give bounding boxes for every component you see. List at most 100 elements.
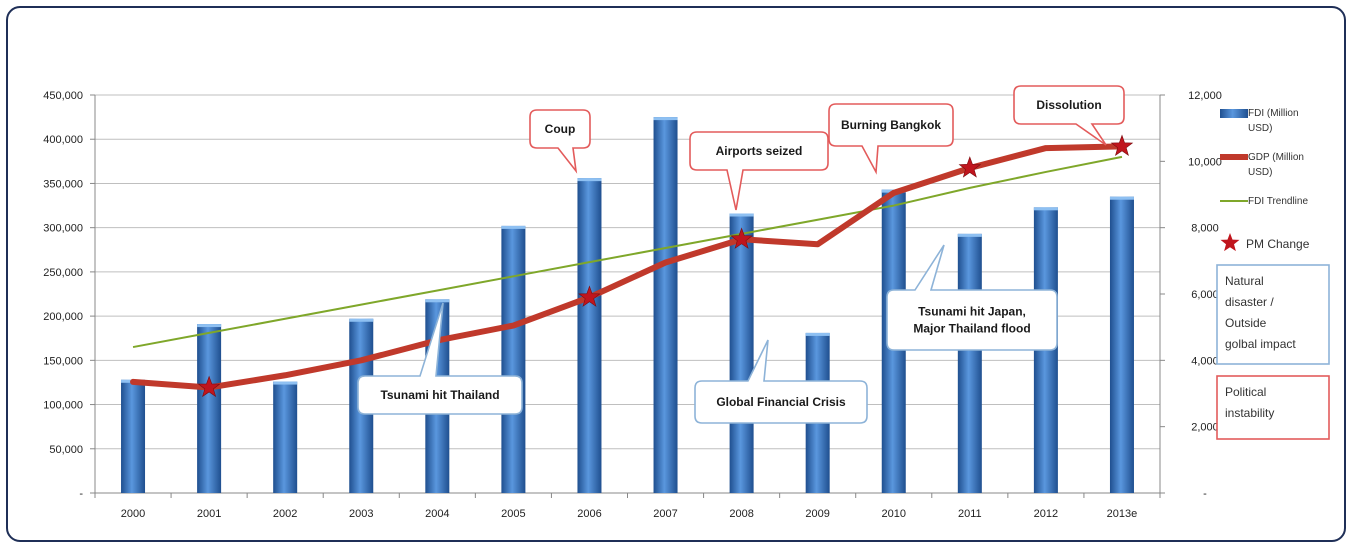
pm-change-stars bbox=[197, 134, 1134, 398]
callout-bubble bbox=[694, 339, 868, 424]
legend-swatch-bar bbox=[1220, 109, 1248, 118]
right-tick-label: 4,000 bbox=[1191, 355, 1219, 367]
right-tick-label: 6,000 bbox=[1191, 289, 1219, 301]
callout-bubble bbox=[1013, 85, 1125, 146]
left-tick-label: 350,000 bbox=[43, 178, 83, 190]
axes: - 50,000 100,000 150,000 200,000 250,000 300,0… bbox=[43, 90, 1222, 520]
x-tick-label: 2005 bbox=[501, 508, 525, 520]
category-box-label: disaster / bbox=[1225, 295, 1274, 309]
x-tick-label: 2003 bbox=[349, 508, 373, 520]
pm-change-star bbox=[1110, 134, 1134, 157]
legend-label: USD) bbox=[1248, 123, 1272, 134]
annotation-callout: Tsunami hit Thailand bbox=[357, 302, 523, 415]
right-tick-label: 2,000 bbox=[1191, 422, 1219, 434]
annotation-callout: Tsunami hit Japan, Major Thailand flood bbox=[886, 244, 1058, 351]
fdi-bar-top bbox=[501, 225, 526, 229]
gdp-line bbox=[130, 143, 1125, 391]
callout-label: Tsunami hit Japan, bbox=[918, 305, 1026, 319]
x-tick-label: 2007 bbox=[653, 508, 677, 520]
category-box-label: Political bbox=[1225, 385, 1266, 399]
left-tick-label: 250,000 bbox=[43, 267, 83, 279]
left-tick-label: 100,000 bbox=[43, 400, 83, 412]
x-tick-label: 2004 bbox=[425, 508, 449, 520]
fdi-bar bbox=[1109, 196, 1134, 493]
callout-label: Major Thailand flood bbox=[913, 322, 1030, 336]
legend-label: PM Change bbox=[1246, 237, 1310, 251]
x-tick-label: 2010 bbox=[882, 508, 906, 520]
callout-bubble bbox=[828, 103, 954, 175]
x-tick-label: 2001 bbox=[197, 508, 221, 520]
callout-bubble bbox=[886, 244, 1058, 351]
fdi-bar bbox=[501, 225, 526, 494]
category-box-border bbox=[1216, 375, 1330, 440]
left-tick-label: 50,000 bbox=[49, 444, 83, 456]
category-box: Political instability bbox=[1216, 375, 1330, 440]
category-box: Natural disaster / Outside golbal impact bbox=[1216, 264, 1330, 365]
callout-label: Dissolution bbox=[1036, 98, 1101, 112]
x-tick-label: 2011 bbox=[958, 508, 982, 520]
pm-change-star bbox=[730, 227, 753, 249]
right-tick-label: 12,000 bbox=[1188, 90, 1222, 102]
legend-label: USD) bbox=[1248, 167, 1272, 178]
fdi-bar bbox=[197, 324, 222, 493]
category-box-label: instability bbox=[1225, 406, 1274, 420]
left-tick-label: 450,000 bbox=[43, 90, 83, 102]
x-tick-label: 2008 bbox=[729, 508, 753, 520]
fdi-bar-top bbox=[957, 233, 982, 237]
pm-change-star bbox=[958, 156, 982, 178]
legend-label: FDI Trendline bbox=[1248, 196, 1308, 207]
fdi-bar bbox=[653, 117, 678, 493]
annotation-callout: Global Financial Crisis bbox=[694, 339, 868, 424]
fdi-trendline bbox=[132, 155, 1123, 349]
callout-label: Tsunami hit Thailand bbox=[380, 388, 499, 402]
lines bbox=[130, 143, 1125, 391]
callout-bubble bbox=[357, 302, 523, 415]
left-tick-label: 400,000 bbox=[43, 134, 83, 146]
fdi-bar bbox=[121, 379, 146, 493]
right-tick-label: 8,000 bbox=[1191, 223, 1219, 235]
fdi-bar bbox=[729, 213, 754, 493]
fdi-bar-top bbox=[805, 332, 830, 336]
fdi-bar-top bbox=[729, 213, 754, 217]
left-tick-label: - bbox=[79, 488, 83, 500]
pm-change-star bbox=[197, 375, 221, 398]
legend-item: GDP (Million USD) bbox=[1220, 152, 1304, 178]
fdi-bar bbox=[273, 381, 298, 493]
annotation-callout: Coup bbox=[529, 109, 591, 174]
callout-label: Global Financial Crisis bbox=[716, 395, 846, 409]
fdi-bar-top bbox=[1109, 196, 1134, 200]
category-box-label: golbal impact bbox=[1225, 337, 1296, 351]
legend-swatch-star bbox=[1220, 233, 1240, 252]
callout-bubble bbox=[529, 109, 591, 174]
legend: FDI (Million USD) GDP (Million USD) FDI Tren… bbox=[1216, 108, 1330, 440]
legend-item: PM Change bbox=[1220, 233, 1310, 252]
callout-bubble bbox=[689, 131, 829, 211]
x-tick-label: 2012 bbox=[1034, 508, 1058, 520]
annotation-callout: Airports seized bbox=[689, 131, 829, 211]
x-tick-label: 2006 bbox=[577, 508, 601, 520]
callout-label: Airports seized bbox=[716, 144, 803, 158]
annotation-callout: Dissolution bbox=[1013, 85, 1125, 146]
legend-label: GDP (Million bbox=[1248, 152, 1304, 163]
category-box-border bbox=[1216, 264, 1330, 365]
annotations: Coup Airports seized Burning Bangkok Dissol… bbox=[357, 85, 1125, 424]
x-tick-label: 2000 bbox=[121, 508, 145, 520]
pm-change-star bbox=[578, 285, 601, 307]
callout-label: Coup bbox=[545, 122, 576, 136]
legend-item: FDI Trendline bbox=[1220, 196, 1308, 207]
left-tick-label: 300,000 bbox=[43, 223, 83, 235]
x-tick-label: 2013e bbox=[1107, 508, 1138, 520]
fdi-bar bbox=[577, 178, 602, 494]
x-tick-label: 2002 bbox=[273, 508, 297, 520]
fdi-bar-top bbox=[1033, 207, 1058, 211]
right-tick-label: 10,000 bbox=[1188, 156, 1222, 168]
callout-label: Burning Bangkok bbox=[841, 118, 941, 132]
fdi-bar-top bbox=[197, 324, 222, 328]
category-box-label: Outside bbox=[1225, 316, 1267, 330]
left-tick-label: 200,000 bbox=[43, 311, 83, 323]
fdi-bar bbox=[957, 233, 982, 493]
right-tick-label: - bbox=[1203, 488, 1207, 500]
fdi-bar-top bbox=[577, 178, 602, 182]
legend-item: FDI (Million USD) bbox=[1220, 108, 1299, 134]
